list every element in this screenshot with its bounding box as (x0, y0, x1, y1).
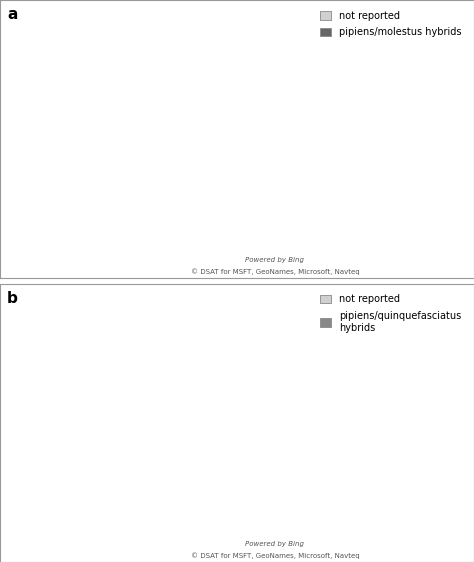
Legend: not reported, pipiens/molestus hybrids: not reported, pipiens/molestus hybrids (317, 8, 465, 40)
Text: © DSAT for MSFT, GeoNames, Microsoft, Navteq: © DSAT for MSFT, GeoNames, Microsoft, Na… (191, 269, 359, 275)
Text: a: a (7, 7, 18, 22)
Text: b: b (7, 291, 18, 306)
Legend: not reported, pipiens/quinquefasciatus
hybrids: not reported, pipiens/quinquefasciatus h… (317, 292, 465, 336)
Text: Powered by Bing: Powered by Bing (246, 257, 304, 263)
Text: Powered by Bing: Powered by Bing (246, 541, 304, 547)
Text: © DSAT for MSFT, GeoNames, Microsoft, Navteq: © DSAT for MSFT, GeoNames, Microsoft, Na… (191, 552, 359, 559)
